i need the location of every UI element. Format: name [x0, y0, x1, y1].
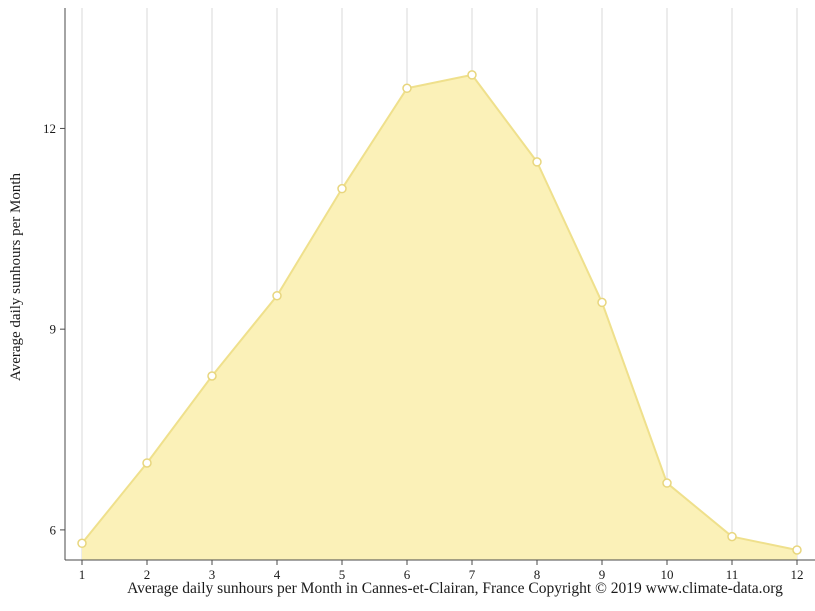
y-tick-label: 12 [43, 121, 56, 136]
y-axis-title: Average daily sunhours per Month [8, 173, 24, 382]
x-axis-caption: Average daily sunhours per Month in Cann… [127, 580, 783, 597]
x-tick-label: 4 [274, 567, 281, 582]
data-point-marker [272, 290, 282, 301]
x-tick-label: 6 [404, 567, 411, 582]
y-tick-label: 6 [50, 522, 57, 537]
area-fill [82, 74, 797, 560]
x-tick-label: 2 [144, 567, 151, 582]
data-point-marker [337, 183, 347, 194]
x-tick-label: 1 [79, 567, 86, 582]
x-tick-label: 12 [791, 567, 804, 582]
x-tick-label: 10 [661, 567, 674, 582]
x-tick-label: 5 [339, 567, 346, 582]
x-tick-label: 11 [726, 567, 739, 582]
data-point-marker [532, 157, 542, 167]
data-point-marker [142, 458, 152, 468]
data-point-marker [77, 538, 87, 549]
x-tick-label: 9 [599, 567, 606, 582]
x-tick-label: 7 [469, 567, 476, 582]
data-point-marker [727, 531, 737, 542]
data-point-marker [207, 371, 217, 381]
x-tick-label: 8 [534, 567, 541, 582]
x-tick-label: 3 [209, 567, 216, 582]
data-point-marker [597, 297, 607, 308]
data-point-marker [402, 83, 412, 94]
data-point-marker [662, 478, 672, 488]
data-point-marker [792, 545, 802, 555]
data-point-marker [467, 70, 477, 80]
series-line [81, 73, 798, 551]
series-layer [77, 70, 802, 560]
y-tick-label: 9 [50, 322, 57, 337]
